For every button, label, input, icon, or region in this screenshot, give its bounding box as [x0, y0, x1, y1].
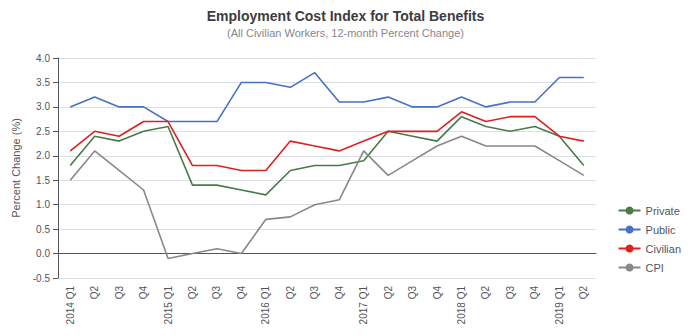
svg-text:Q3: Q3 [309, 286, 320, 300]
svg-text:3.0: 3.0 [36, 101, 50, 112]
svg-text:3.5: 3.5 [36, 77, 50, 88]
svg-text:Civilian: Civilian [646, 243, 681, 255]
svg-text:2.0: 2.0 [36, 150, 50, 161]
svg-text:0.5: 0.5 [36, 224, 50, 235]
svg-text:(All Civilian Workers, 12-mont: (All Civilian Workers, 12-month Percent … [227, 27, 464, 39]
svg-text:Q2: Q2 [383, 286, 394, 300]
svg-text:2017 Q1: 2017 Q1 [358, 286, 369, 325]
svg-text:Q4: Q4 [529, 286, 540, 300]
svg-text:2018 Q1: 2018 Q1 [456, 286, 467, 325]
svg-text:Q2: Q2 [89, 286, 100, 300]
svg-text:CPI: CPI [646, 262, 664, 274]
svg-text:2014 Q1: 2014 Q1 [65, 286, 76, 325]
svg-text:2.5: 2.5 [36, 126, 50, 137]
svg-text:Employment Cost Index for Tota: Employment Cost Index for Total Benefits [207, 8, 485, 24]
svg-text:Q4: Q4 [334, 286, 345, 300]
svg-text:Percent Change (%): Percent Change (%) [10, 118, 22, 218]
svg-text:Q4: Q4 [138, 286, 149, 300]
svg-text:1.0: 1.0 [36, 199, 50, 210]
svg-text:2019 Q1: 2019 Q1 [554, 286, 565, 325]
svg-text:Q4: Q4 [432, 286, 443, 300]
svg-text:Private: Private [646, 205, 680, 217]
svg-text:Q2: Q2 [187, 286, 198, 300]
svg-text:0.0: 0.0 [36, 248, 50, 259]
svg-text:Q4: Q4 [236, 286, 247, 300]
svg-text:Public: Public [646, 224, 676, 236]
svg-text:Q3: Q3 [211, 286, 222, 300]
svg-text:2015 Q1: 2015 Q1 [163, 286, 174, 325]
svg-text:-0.5: -0.5 [33, 273, 51, 284]
svg-text:Q3: Q3 [407, 286, 418, 300]
svg-text:Q2: Q2 [578, 286, 589, 300]
svg-text:Q2: Q2 [285, 286, 296, 300]
svg-text:Q3: Q3 [114, 286, 125, 300]
svg-text:Q2: Q2 [480, 286, 491, 300]
svg-text:Q3: Q3 [505, 286, 516, 300]
svg-text:2016 Q1: 2016 Q1 [260, 286, 271, 325]
svg-text:1.5: 1.5 [36, 175, 50, 186]
svg-text:4.0: 4.0 [36, 53, 50, 64]
